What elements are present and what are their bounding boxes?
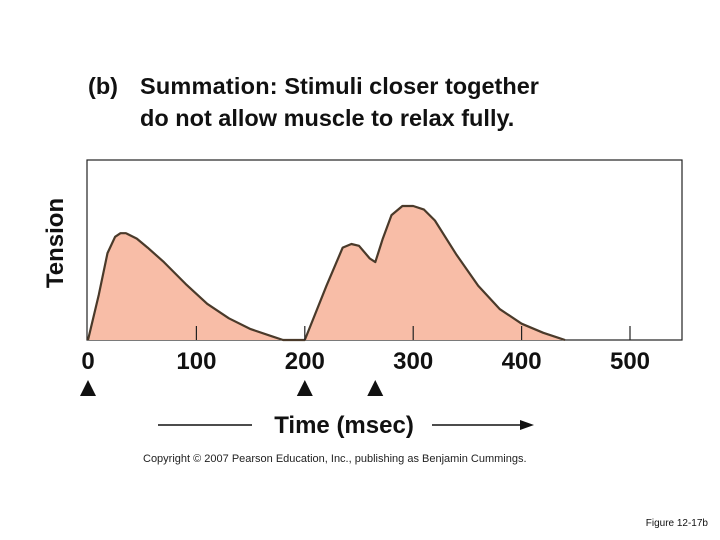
- y-axis-label: Tension: [42, 198, 69, 288]
- title-line-2: do not allow muscle to relax fully.: [140, 105, 515, 131]
- panel-label: (b): [88, 73, 119, 99]
- plot-area: 0 100 200 300 400 500: [80, 159, 683, 396]
- tension-line: [86, 204, 566, 342]
- stimulus-marker-2: [296, 380, 313, 396]
- x-axis-label-group: Time (msec): [158, 412, 534, 439]
- x-tick-label-300: 300: [393, 348, 433, 375]
- title-line-1: Stimuli closer together: [284, 73, 539, 99]
- stimulus-marker-3: [367, 380, 384, 396]
- figure-reference: Figure 12-17b: [645, 518, 708, 529]
- arrow-right-icon: [520, 420, 534, 430]
- x-tick-label-400: 400: [502, 348, 542, 375]
- x-tick-label-0: 0: [81, 348, 94, 375]
- x-tick-label-200: 200: [285, 348, 325, 375]
- copyright-text: Copyright © 2007 Pearson Education, Inc.…: [143, 453, 527, 465]
- x-tick-label-100: 100: [176, 348, 216, 375]
- x-axis-label: Time (msec): [274, 412, 414, 439]
- x-tick-label-500: 500: [610, 348, 650, 375]
- chart-title: (b) Summation: Stimuli closer together do…: [88, 70, 539, 134]
- stimulus-marker-1: [80, 380, 96, 396]
- title-bold: Summation:: [140, 73, 278, 99]
